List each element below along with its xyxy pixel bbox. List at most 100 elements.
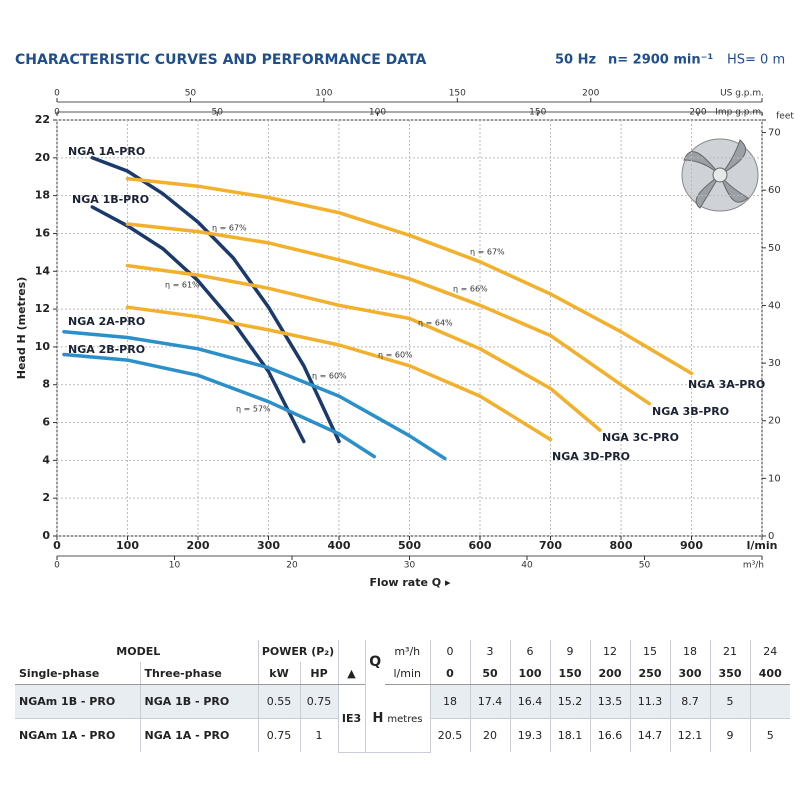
efficiency-label: η = 60% [378,351,413,360]
curve [125,176,694,376]
h-label: H [372,710,384,726]
x_us_ticks-label: 150 [449,89,466,99]
q-label: Q [364,640,385,685]
head-value: 18.1 [549,718,590,752]
x_us_ticks-label: 100 [315,89,332,99]
chart-title: CHARACTERISTIC CURVES AND PERFORMANCE DA… [15,52,427,68]
model-header: MODEL [116,644,161,658]
efficiency-label: η = 61% [165,281,200,290]
speed: n= 2900 min⁻¹ [608,53,713,68]
flow-m3h: 0 [429,640,470,662]
frequency: 50 Hz [555,53,596,68]
head-value: 18 [429,684,470,719]
y-tick-label: 6 [42,416,50,429]
curve [62,352,377,459]
series-label: NGA 2A-PRO [68,315,145,328]
curve [125,222,651,406]
head-value: 9 [709,718,750,752]
head-value: 14.7 [629,718,670,752]
efficiency-label: η = 67% [470,248,505,257]
flow-lmin: 150 [549,662,590,685]
model-three: NGA 1B - PRO [139,684,258,719]
head-value: 17.4 [469,684,510,719]
y-tick-label: 22 [35,113,50,126]
x_m3h_ticks-label: 50 [639,561,651,571]
y-tick-label: 14 [35,264,51,277]
efficiency-label: η = 60% [312,372,347,381]
y-tick-label: 20 [35,151,51,164]
flow-m3h: 12 [589,640,630,662]
series-label: NGA 1A-PRO [68,145,145,158]
efficiency-label: η = 64% [418,319,453,328]
curve [90,205,306,444]
curve [125,305,553,442]
head-value: 12.1 [669,718,710,752]
x-tick-label: 600 [469,539,492,552]
y2-tick-label: feet [776,112,794,122]
impeller-image [681,138,759,212]
series-label: NGA 3A-PRO [688,378,765,391]
x-tick-label: l/min [747,539,778,552]
series-label: NGA 3D-PRO [552,450,630,463]
head-value: 13.5 [589,684,630,719]
performance-table: MODEL POWER (P₂) Q m³/h 0 3 6 9 12 15 18 21 24 S… [15,640,790,753]
head-value: 15.2 [549,684,590,719]
y-tick-label: 12 [35,302,50,315]
power-hp: 1 [299,718,338,752]
curve [90,156,341,444]
column-header: ▲ [337,662,365,685]
flow-lmin: 250 [629,662,670,685]
q-unit: l/min [385,662,430,685]
flow-lmin: 300 [669,662,710,685]
x_imp_ticks-label: Imp g.p.m. [715,108,764,118]
curve [125,263,602,432]
head-value: 20 [469,718,510,752]
blank [337,640,365,662]
head-value: 20.5 [429,718,470,752]
x-tick-label: 500 [398,539,421,552]
model-three: NGA 1A - PRO [139,718,258,752]
flow-lmin: 350 [709,662,750,685]
efficiency-class: IE3 [337,684,365,753]
flow-m3h: 24 [749,640,790,662]
y-tick-label: 2 [42,491,50,504]
suction-head: HS= 0 m [727,53,785,68]
head-value: 5 [749,718,790,752]
head-value: 16.6 [589,718,630,752]
flow-lmin: 50 [469,662,510,685]
head-value [749,684,790,719]
flow-m3h: 3 [469,640,510,662]
column-header: HP [299,662,338,685]
power-header: POWER (P₂) [257,640,338,662]
y-tick-label: 8 [42,378,50,391]
y-tick-label: 0 [42,529,50,542]
y-axis-title: Head H (metres) [15,277,28,380]
head-value: 5 [709,684,750,719]
flow-lmin: 100 [509,662,550,685]
x_m3h_ticks-label: 20 [286,561,298,571]
x_m3h_ticks-label: 40 [521,561,533,571]
column-header: kW [257,662,300,685]
series-label: NGA 3C-PRO [602,431,679,444]
flow-m3h: 18 [669,640,710,662]
x_m3h_ticks-label: m³/h [743,561,764,571]
y2-tick-label: 40 [768,300,781,311]
x-axis-title: Flow rate Q ▸ [370,576,451,589]
x-tick-label: 100 [116,539,139,552]
x_us_ticks-label: 50 [185,89,197,99]
y-tick-label: 10 [35,340,51,353]
flow-m3h: 9 [549,640,590,662]
head-value: 8.7 [669,684,710,719]
flow-m3h: 15 [629,640,670,662]
power-kw: 0.75 [257,718,300,752]
efficiency-label: η = 66% [453,285,488,294]
flow-m3h: 6 [509,640,550,662]
x-tick-label: 700 [539,539,562,552]
x-tick-label: 0 [53,539,61,552]
x_us_ticks-label: 0 [54,89,60,99]
flow-lmin: 0 [429,662,470,685]
x_m3h_ticks-label: 10 [169,561,181,571]
flow-m3h: 21 [709,640,750,662]
y2-tick-label: 20 [768,416,781,427]
